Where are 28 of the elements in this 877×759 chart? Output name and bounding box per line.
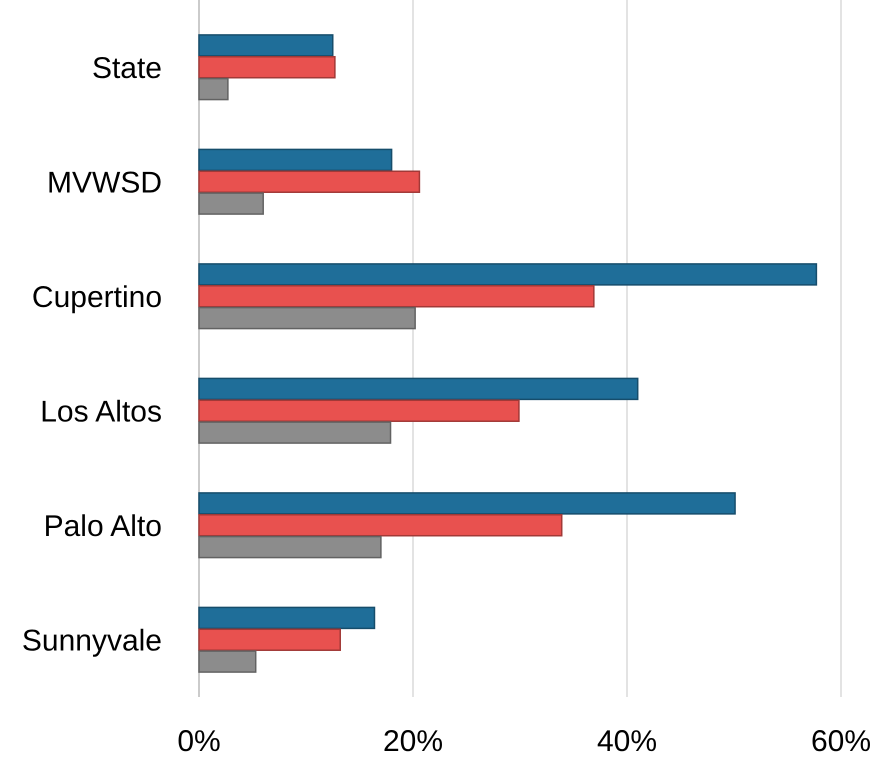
y-tick-label: Cupertino bbox=[32, 280, 162, 314]
y-tick-label: MVWSD bbox=[47, 166, 162, 200]
y-tick-label: Palo Alto bbox=[44, 510, 162, 543]
bar bbox=[198, 650, 256, 673]
bar bbox=[198, 285, 595, 308]
bar bbox=[198, 306, 416, 330]
bar bbox=[198, 34, 334, 57]
y-tick-label: State bbox=[92, 52, 162, 85]
bar bbox=[198, 514, 562, 536]
bar bbox=[198, 148, 392, 172]
bar bbox=[198, 628, 341, 651]
bar bbox=[198, 492, 736, 515]
bar bbox=[198, 192, 264, 215]
x-tick-label: 60% bbox=[810, 725, 872, 758]
bar bbox=[198, 56, 336, 78]
x-tick-label: 40% bbox=[596, 725, 658, 758]
bar bbox=[198, 170, 420, 193]
y-tick-label: Sunnyvale bbox=[22, 624, 162, 658]
bar bbox=[198, 400, 520, 422]
bar bbox=[198, 536, 382, 558]
y-tick-label: Los Altos bbox=[40, 395, 162, 428]
bar bbox=[198, 421, 392, 444]
bar bbox=[198, 378, 638, 400]
bar bbox=[198, 263, 818, 286]
x-tick-label: 20% bbox=[382, 725, 444, 758]
x-tick-label: 0% bbox=[177, 725, 221, 758]
bar bbox=[198, 78, 229, 100]
bar bbox=[198, 606, 376, 630]
